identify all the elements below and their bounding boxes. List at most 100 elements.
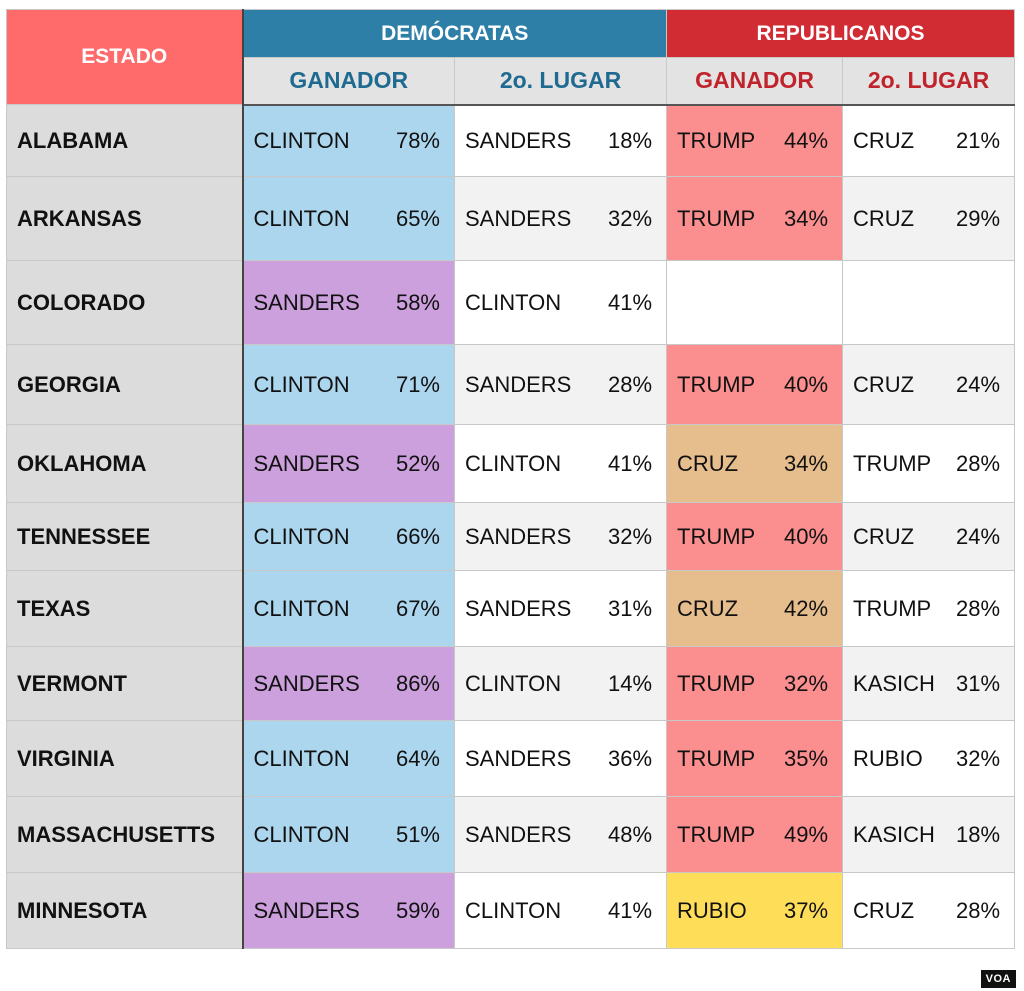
- vote-percent: 35%: [783, 745, 829, 771]
- candidate-name: RUBIO: [853, 745, 923, 771]
- candidate-name: CLINTON: [253, 745, 350, 771]
- dem-second-cell: SANDERS 28%: [453, 344, 668, 425]
- state-name: MASSACHUSETTS: [6, 796, 244, 873]
- rep-second-cell: CRUZ 29%: [842, 176, 1016, 261]
- vote-percent: 52%: [395, 450, 440, 476]
- table-row: COLORADO SANDERS 58% CLINTON 41%: [6, 260, 1016, 345]
- header-dem-second: 2o. LUGAR: [453, 57, 668, 106]
- state-name: ALABAMA: [6, 104, 244, 177]
- header-democrats: DEMÓCRATAS: [241, 9, 668, 58]
- dem-second-cell: SANDERS 18%: [453, 104, 668, 177]
- vote-percent: 42%: [783, 595, 829, 621]
- rep-second-cell: RUBIO 32%: [842, 720, 1016, 797]
- vote-percent: 40%: [783, 371, 829, 397]
- header-estado: ESTADO: [6, 9, 244, 105]
- rep-winner-cell: RUBIO 37%: [666, 872, 844, 949]
- vote-percent: 24%: [955, 371, 1001, 397]
- vote-percent: 41%: [607, 289, 653, 315]
- table-row: TEXAS CLINTON 67% SANDERS 31% CRUZ 42% TRUMP 28%: [6, 570, 1016, 647]
- candidate-name: SANDERS: [465, 205, 572, 231]
- vote-percent: 51%: [395, 821, 440, 847]
- candidate-name: CLINTON: [465, 897, 562, 923]
- candidate-name: CLINTON: [253, 821, 350, 847]
- vote-percent: 44%: [783, 127, 829, 153]
- state-name: TEXAS: [6, 570, 244, 647]
- table-row: GEORGIA CLINTON 71% SANDERS 28% TRUMP 40% CRUZ 2…: [6, 344, 1016, 425]
- rep-winner-cell: TRUMP 40%: [666, 344, 844, 425]
- dem-second-cell: SANDERS 32%: [453, 502, 668, 571]
- vote-percent: 32%: [783, 670, 829, 696]
- candidate-name: TRUMP: [677, 821, 756, 847]
- candidate-name: KASICH: [853, 670, 935, 696]
- candidate-name: SANDERS: [465, 745, 572, 771]
- vote-percent: 41%: [607, 450, 653, 476]
- candidate-name: TRUMP: [853, 450, 932, 476]
- candidate-name: TRUMP: [677, 127, 756, 153]
- vote-percent: 86%: [395, 670, 440, 696]
- rep-second-cell: KASICH 18%: [842, 796, 1016, 873]
- vote-percent: 71%: [395, 371, 440, 397]
- candidate-name: SANDERS: [253, 289, 360, 315]
- dem-winner-cell: CLINTON 71%: [242, 344, 455, 425]
- candidate-name: TRUMP: [677, 745, 756, 771]
- vote-percent: 32%: [607, 523, 653, 549]
- vote-percent: 37%: [783, 897, 829, 923]
- state-name: COLORADO: [6, 260, 244, 345]
- dem-winner-cell: SANDERS 59%: [242, 872, 455, 949]
- rep-winner-cell: TRUMP 44%: [666, 104, 844, 177]
- candidate-name: TRUMP: [677, 523, 756, 549]
- candidate-name: TRUMP: [677, 670, 756, 696]
- state-name: TENNESSEE: [6, 502, 244, 571]
- dem-winner-cell: SANDERS 58%: [242, 260, 455, 345]
- table-row: OKLAHOMA SANDERS 52% CLINTON 41% CRUZ 34% TRUMP…: [6, 424, 1016, 503]
- candidate-name: CRUZ: [677, 450, 739, 476]
- dem-winner-cell: CLINTON 78%: [242, 104, 455, 177]
- table-row: VIRGINIA CLINTON 64% SANDERS 36% TRUMP 35% RUBI…: [6, 720, 1016, 797]
- vote-percent: 41%: [607, 897, 653, 923]
- vote-percent: 78%: [395, 127, 440, 153]
- candidate-name: SANDERS: [465, 127, 572, 153]
- dem-second-cell: CLINTON 41%: [453, 424, 668, 503]
- vote-percent: 18%: [607, 127, 653, 153]
- rep-winner-cell: TRUMP 35%: [666, 720, 844, 797]
- candidate-name: RUBIO: [677, 897, 747, 923]
- vote-percent: 18%: [955, 821, 1001, 847]
- candidate-name: TRUMP: [677, 205, 756, 231]
- dem-winner-cell: CLINTON 65%: [242, 176, 455, 261]
- vote-percent: 28%: [607, 371, 653, 397]
- vote-percent: 28%: [955, 897, 1001, 923]
- rep-second-cell: CRUZ 28%: [842, 872, 1016, 949]
- header-republicans: REPUBLICANOS: [666, 9, 1016, 58]
- rep-winner-cell: [666, 260, 844, 345]
- dem-second-cell: SANDERS 31%: [453, 570, 668, 647]
- table-row: TENNESSEE CLINTON 66% SANDERS 32% TRUMP 40% CRU…: [6, 502, 1016, 571]
- header-rep-winner: GANADOR: [666, 57, 844, 106]
- candidate-name: CLINTON: [465, 670, 562, 696]
- candidate-name: SANDERS: [465, 595, 572, 621]
- vote-percent: 34%: [783, 205, 829, 231]
- vote-percent: 34%: [783, 450, 829, 476]
- vote-percent: 36%: [607, 745, 653, 771]
- vote-percent: 66%: [395, 523, 440, 549]
- primary-results-table: ESTADO DEMÓCRATAS REPUBLICANOS GANADOR 2…: [6, 9, 1016, 949]
- candidate-name: CLINTON: [253, 205, 350, 231]
- state-name: MINNESOTA: [6, 872, 244, 949]
- header-rep-second: 2o. LUGAR: [842, 57, 1016, 106]
- rep-winner-cell: TRUMP 34%: [666, 176, 844, 261]
- dem-winner-cell: CLINTON 66%: [242, 502, 455, 571]
- vote-percent: 49%: [783, 821, 829, 847]
- rep-second-cell: CRUZ 21%: [842, 104, 1016, 177]
- table-row: MINNESOTA SANDERS 59% CLINTON 41% RUBIO 37% CRU…: [6, 872, 1016, 949]
- candidate-name: SANDERS: [465, 821, 572, 847]
- rep-winner-cell: TRUMP 49%: [666, 796, 844, 873]
- vote-percent: 40%: [783, 523, 829, 549]
- rep-winner-cell: CRUZ 34%: [666, 424, 844, 503]
- header-dem-winner: GANADOR: [241, 57, 455, 106]
- candidate-name: CRUZ: [853, 127, 915, 153]
- candidate-name: CRUZ: [853, 523, 915, 549]
- vote-percent: 32%: [955, 745, 1001, 771]
- vote-percent: 31%: [955, 670, 1001, 696]
- candidate-name: SANDERS: [465, 371, 572, 397]
- state-name: VIRGINIA: [6, 720, 244, 797]
- table-row: VERMONT SANDERS 86% CLINTON 14% TRUMP 32% KASIC…: [6, 646, 1016, 721]
